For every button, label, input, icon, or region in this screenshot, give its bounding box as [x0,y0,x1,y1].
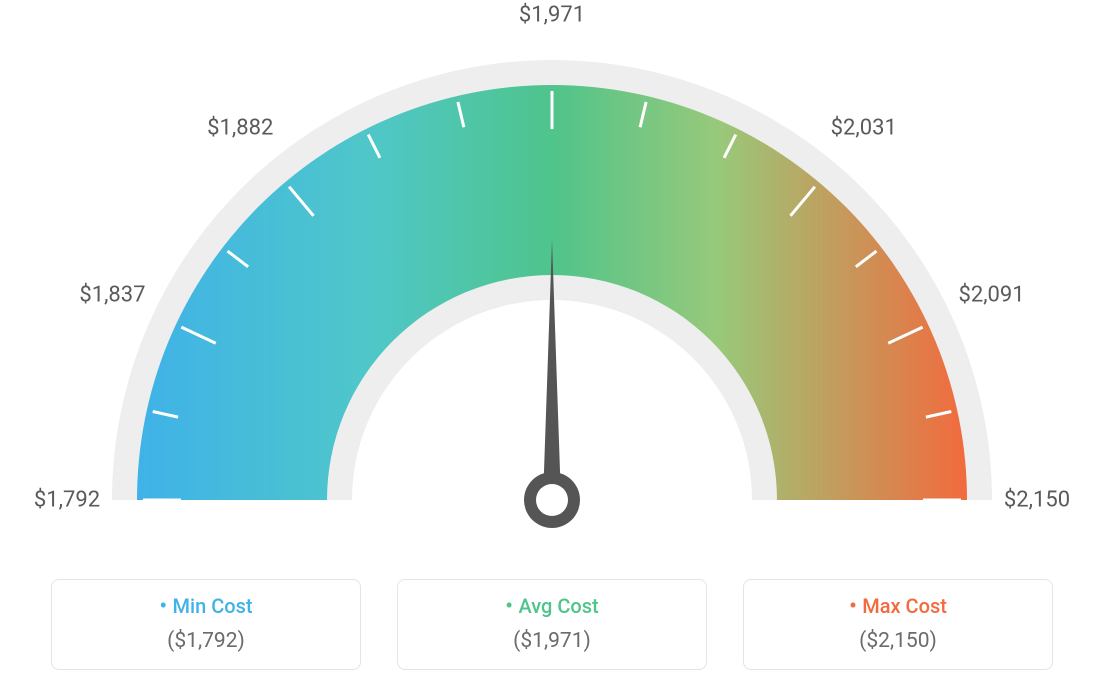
legend-card-avg: Avg Cost ($1,971) [397,579,707,670]
legend-card-min: Min Cost ($1,792) [51,579,361,670]
gauge-svg [0,0,1104,560]
legend-avg-label: Avg Cost [418,594,686,619]
scale-label: $1,971 [519,3,585,28]
legend-max-label: Max Cost [764,594,1032,619]
scale-label: $1,792 [34,488,100,513]
legend-avg-value: ($1,971) [418,629,686,653]
legend-row: Min Cost ($1,792) Avg Cost ($1,971) Max … [0,579,1104,670]
scale-label: $1,837 [79,283,145,308]
gauge-area: $1,792 $1,837 $1,882 $1,971 $2,031 $2,091 $2,1… [0,0,1104,560]
legend-max-value: ($2,150) [764,629,1032,653]
gauge-chart-container: $1,792 $1,837 $1,882 $1,971 $2,031 $2,091 $2,1… [0,0,1104,690]
legend-min-label: Min Cost [72,594,340,619]
legend-card-max: Max Cost ($2,150) [743,579,1053,670]
scale-label: $2,091 [958,283,1024,308]
scale-label: $1,882 [207,116,273,141]
scale-label: $2,031 [831,116,897,141]
legend-min-value: ($1,792) [72,629,340,653]
scale-label: $2,150 [1004,488,1070,513]
